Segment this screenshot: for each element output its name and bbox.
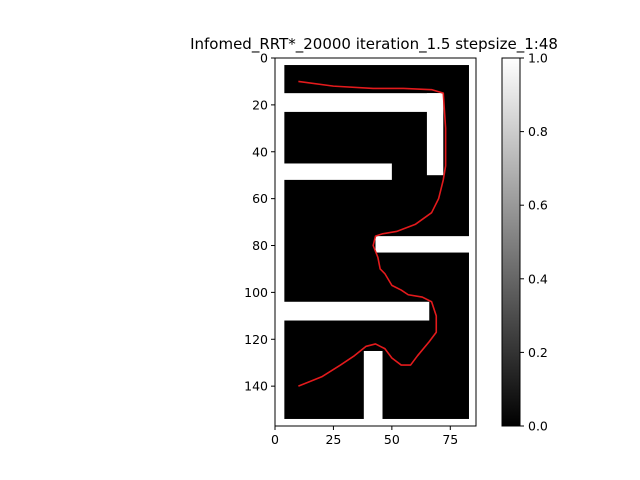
colorbar-ticks: 0.0 0.2 0.4 0.6 0.8 1.0 <box>520 51 548 434</box>
y-tick-label: 40 <box>252 144 268 159</box>
plot-frame <box>274 57 477 427</box>
x-tick-label: 75 <box>442 432 458 447</box>
y-tick-label: 80 <box>252 238 268 253</box>
free-region-9 <box>363 350 383 426</box>
planned-path <box>298 80 447 387</box>
colorbar-tick-label: 0.4 <box>528 271 548 286</box>
colorbar-tick-label: 0.2 <box>528 345 548 360</box>
x-axis: 0 25 50 75 <box>271 426 458 447</box>
y-tick-label: 100 <box>244 285 268 300</box>
free-region-0 <box>275 58 476 66</box>
free-region-5 <box>426 93 444 176</box>
free-region-7 <box>375 236 472 253</box>
colorbar-tick-label: 1.0 <box>528 51 548 66</box>
free-region-4 <box>282 93 441 112</box>
chart-title: Infomed_RRT*_20000 iteration_1.5 stepsiz… <box>190 35 558 54</box>
y-tick-label: 120 <box>244 332 268 347</box>
y-tick-label: 0 <box>260 51 268 66</box>
colorbar-tick-label: 0.8 <box>528 124 548 139</box>
colorbar: 0.0 0.2 0.4 0.6 0.8 1.0 <box>501 51 548 434</box>
colorbar-gradient <box>501 57 521 427</box>
free-region-8 <box>282 301 430 321</box>
y-tick-label: 20 <box>252 97 268 112</box>
colorbar-tick-label: 0.0 <box>528 419 548 434</box>
y-tick-label: 140 <box>244 379 268 394</box>
x-tick-label: 50 <box>384 432 400 447</box>
y-tick-label: 60 <box>252 191 268 206</box>
free-region-1 <box>275 58 285 426</box>
colorbar-tick-label: 0.6 <box>528 198 548 213</box>
y-axis: 0 20 40 60 80 100 120 140 <box>244 51 275 394</box>
x-tick-label: 25 <box>325 432 341 447</box>
free-region-6 <box>282 163 392 180</box>
plot-area <box>274 57 477 427</box>
free-space-regions <box>275 58 476 426</box>
free-region-2 <box>468 58 476 426</box>
x-tick-label: 0 <box>271 432 279 447</box>
